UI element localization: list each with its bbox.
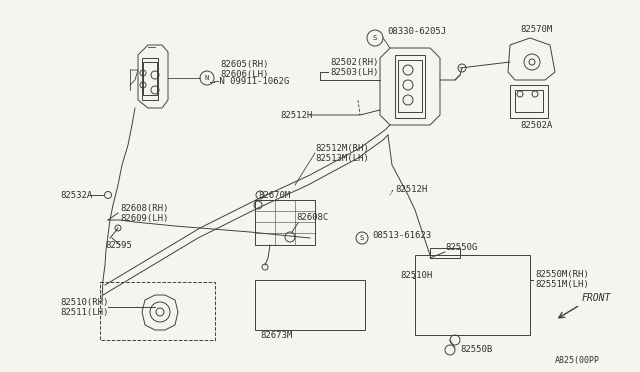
Text: 82503(LH): 82503(LH) [330, 67, 378, 77]
Text: N: N [205, 75, 209, 81]
Text: 82570M: 82570M [520, 26, 552, 35]
Text: S: S [360, 235, 364, 241]
Text: 82609(LH): 82609(LH) [120, 214, 168, 222]
Text: 82512H: 82512H [395, 186, 428, 195]
Text: S: S [373, 35, 377, 41]
Text: 82532A: 82532A [60, 190, 92, 199]
Text: A825(00PP: A825(00PP [555, 356, 600, 365]
Text: 82608C: 82608C [296, 214, 328, 222]
Text: 82550B: 82550B [460, 346, 492, 355]
Text: 82502A: 82502A [520, 121, 552, 129]
Text: 82513M(LH): 82513M(LH) [315, 154, 369, 163]
Text: 82512H: 82512H [280, 110, 312, 119]
Text: 82550G: 82550G [445, 244, 477, 253]
Text: 82510(RH): 82510(RH) [60, 298, 108, 307]
Text: 82673M: 82673M [260, 330, 292, 340]
Text: 82595: 82595 [105, 241, 132, 250]
Text: 82551M(LH): 82551M(LH) [535, 280, 589, 289]
Text: 08513-61623: 08513-61623 [372, 231, 431, 240]
Text: 82606(LH): 82606(LH) [220, 71, 268, 80]
Text: FRONT: FRONT [582, 293, 611, 303]
Text: 08330-6205J: 08330-6205J [387, 28, 446, 36]
Text: 82512M(RH): 82512M(RH) [315, 144, 369, 153]
Text: —N 09911-1062G: —N 09911-1062G [214, 77, 289, 87]
Text: 82511(LH): 82511(LH) [60, 308, 108, 317]
Text: 82550M(RH): 82550M(RH) [535, 270, 589, 279]
Text: 82608(RH): 82608(RH) [120, 203, 168, 212]
Text: 82670M: 82670M [258, 190, 291, 199]
Text: 82510H: 82510H [400, 270, 432, 279]
Text: 82502(RH): 82502(RH) [330, 58, 378, 67]
Text: 82605(RH): 82605(RH) [220, 61, 268, 70]
